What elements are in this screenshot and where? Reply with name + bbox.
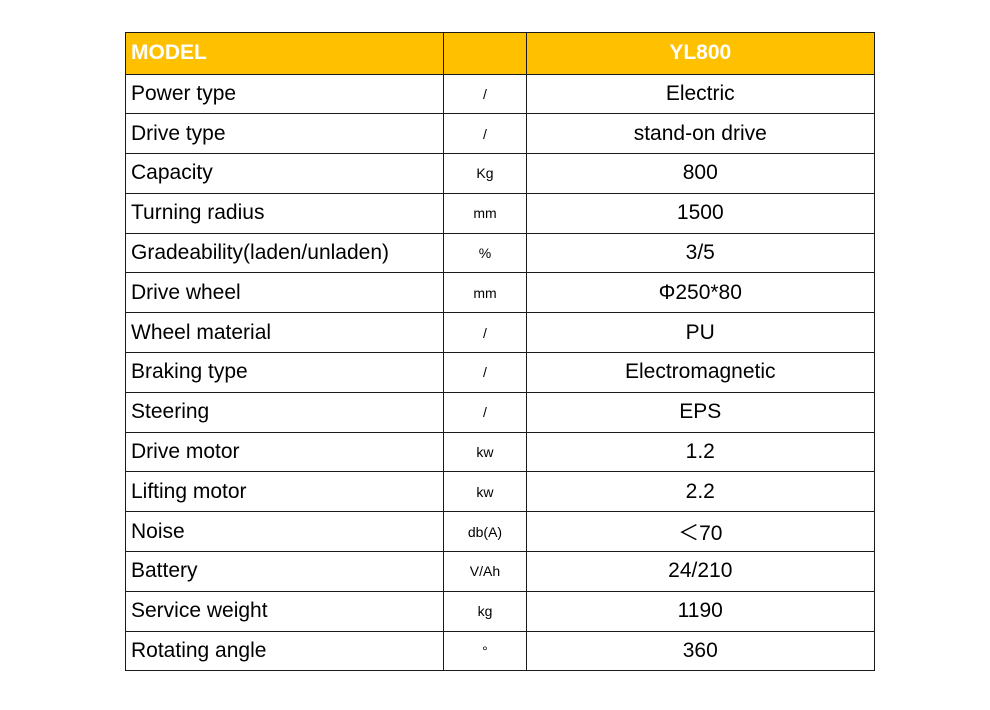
value-cell: 3/5 [525,232,876,274]
table-row: Power type / Electric [124,73,876,115]
value-cell: 360 [525,630,876,672]
table-row: Lifting motor kw 2.2 [124,471,876,513]
parameter-cell: Service weight [124,590,445,632]
value-cell: ＜70 [525,511,876,553]
value-cell: stand-on drive [525,113,876,155]
parameter-cell: Steering [124,391,445,433]
unit-cell: / [443,391,527,433]
table-row: Drive type / stand-on drive [124,113,876,155]
header-model-label: MODEL [124,32,445,75]
parameter-cell: Drive motor [124,431,445,473]
value-cell: 1.2 [525,431,876,473]
unit-cell: kg [443,590,527,632]
table-row: Wheel material / PU [124,312,876,354]
parameter-cell: Wheel material [124,312,445,354]
parameter-cell: Battery [124,551,445,592]
table-row: Battery V/Ah 24/210 [124,551,876,592]
unit-cell: mm [443,272,527,314]
unit-cell: kw [443,431,527,473]
unit-cell: / [443,352,527,393]
table-row: Capacity Kg 800 [124,153,876,194]
table-row: Steering / EPS [124,391,876,433]
table-row: Rotating angle ° 360 [124,630,876,672]
parameter-cell: Braking type [124,352,445,393]
unit-cell: V/Ah [443,551,527,592]
table-row: Gradeability(laden/unladen) % 3/5 [124,232,876,274]
table-row: Noise db(A) ＜70 [124,511,876,553]
parameter-cell: Drive type [124,113,445,155]
unit-cell: db(A) [443,511,527,553]
table-row: Drive wheel mm Φ250*80 [124,272,876,314]
parameter-cell: Lifting motor [124,471,445,513]
table-row: Turning radius mm 1500 [124,192,876,234]
unit-cell: / [443,113,527,155]
specification-table: MODEL YL800 Power type / Electric Drive … [124,32,876,672]
parameter-cell: Rotating angle [124,630,445,672]
table-row: Service weight kg 1190 [124,590,876,632]
table-row: Drive motor kw 1.2 [124,431,876,473]
unit-cell: / [443,312,527,354]
parameter-cell: Noise [124,511,445,553]
parameter-cell: Gradeability(laden/unladen) [124,232,445,274]
unit-cell: / [443,73,527,115]
value-cell: PU [525,312,876,354]
parameter-cell: Drive wheel [124,272,445,314]
value-cell: EPS [525,391,876,433]
unit-cell: % [443,232,527,274]
unit-cell: mm [443,192,527,234]
parameter-cell: Turning radius [124,192,445,234]
value-cell: 24/210 [525,551,876,592]
value-cell: 800 [525,153,876,194]
unit-cell: Kg [443,153,527,194]
table-header-row: MODEL YL800 [124,32,876,75]
header-unit-cell [443,32,527,75]
value-cell: 1190 [525,590,876,632]
unit-cell: kw [443,471,527,513]
table-row: Braking type / Electromagnetic [124,352,876,393]
parameter-cell: Capacity [124,153,445,194]
value-cell: Φ250*80 [525,272,876,314]
value-cell: Electromagnetic [525,352,876,393]
value-cell: 1500 [525,192,876,234]
value-cell: Electric [525,73,876,115]
header-model-value: YL800 [525,32,876,75]
unit-cell: ° [443,630,527,672]
value-cell: 2.2 [525,471,876,513]
parameter-cell: Power type [124,73,445,115]
